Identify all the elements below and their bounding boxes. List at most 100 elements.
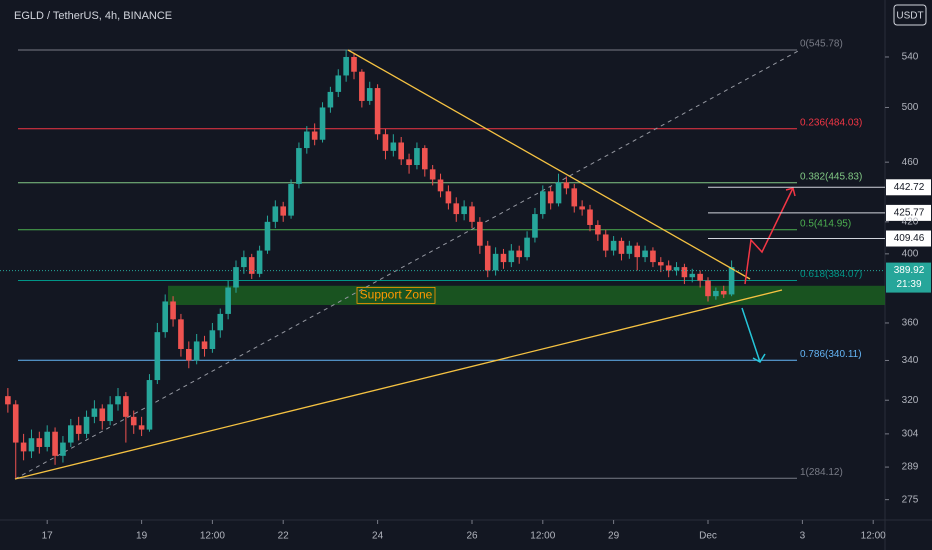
resistance-trend-line: [347, 49, 751, 280]
y-tick-label: 460: [902, 157, 919, 168]
candle-body: [107, 404, 113, 422]
candle-body: [461, 206, 467, 215]
candle-body: [154, 332, 161, 381]
y-tick-label: 420: [902, 216, 919, 227]
fib-level-label: 0.618(384.07): [800, 269, 862, 280]
candle-body: [83, 416, 90, 434]
candle-body: [516, 250, 522, 258]
candle-body: [618, 240, 625, 254]
candle-body: [91, 408, 98, 417]
fib-level-label: 0.382(445.83): [800, 171, 862, 182]
candle-body: [178, 319, 184, 349]
candle-body: [68, 425, 74, 443]
candle-body: [170, 301, 176, 320]
x-tick-label: 3: [800, 531, 806, 542]
candle-body: [201, 341, 208, 349]
candle-body: [642, 250, 648, 258]
candle-body: [5, 396, 11, 405]
candle-body: [579, 206, 585, 210]
price-marker-label: 442.72: [894, 182, 925, 193]
candle-body: [587, 209, 593, 225]
countdown-label: 21:39: [896, 279, 921, 290]
x-tick-label: 26: [466, 531, 478, 542]
bearish-arrow-head: [752, 353, 766, 364]
candle-body: [28, 438, 35, 452]
candle-body: [44, 431, 50, 447]
price-marker-box: [886, 179, 931, 196]
candle-body: [390, 142, 397, 151]
candle-body: [658, 262, 664, 266]
candle-body: [256, 250, 263, 274]
candle-body: [524, 237, 530, 258]
x-tick-label: 22: [278, 531, 290, 542]
candle-body: [52, 431, 58, 456]
candle-body: [728, 267, 735, 295]
candle-body: [248, 257, 255, 274]
candle-body: [610, 240, 617, 251]
candle-body: [327, 91, 334, 108]
candles-layer: [5, 49, 735, 479]
y-tick-label: 500: [902, 102, 919, 113]
candle-body: [713, 290, 719, 297]
candle-body: [681, 267, 688, 278]
candle-body: [532, 214, 538, 238]
support-zone: [168, 285, 885, 305]
candle-body: [705, 280, 711, 297]
candle-body: [217, 313, 224, 331]
candle-body: [311, 131, 318, 140]
candle-body: [123, 396, 129, 417]
candle-body: [445, 191, 452, 204]
price-marker-box: [886, 230, 931, 247]
fib-level-label: 1(284.12): [800, 467, 843, 478]
candle-body: [382, 134, 389, 151]
candle-body: [398, 142, 404, 160]
candle-body: [697, 273, 703, 281]
candle-body: [304, 131, 310, 149]
candle-body: [75, 425, 82, 434]
candle-body: [650, 250, 656, 263]
y-tick-label: 400: [902, 248, 919, 259]
y-tick-label: 289: [902, 462, 919, 473]
candle-body: [20, 442, 27, 452]
price-markers-layer: 442.72 425.77 409.46 389.92 21:39: [0, 179, 931, 293]
candle-body: [634, 245, 640, 258]
candle-body: [429, 169, 436, 180]
candle-body: [272, 206, 279, 222]
candle-body: [264, 221, 271, 251]
candle-body: [437, 179, 444, 192]
candle-body: [547, 191, 554, 204]
y-tick-label: 540: [902, 52, 919, 63]
price-marker-box: [886, 204, 931, 221]
candle-body: [241, 257, 247, 268]
candle-body: [595, 224, 601, 235]
candle-body: [296, 148, 302, 184]
support-zone-label-box: [356, 286, 436, 304]
bullish-arrow: [744, 187, 794, 285]
candle-body: [130, 416, 137, 426]
support-zone-label: Support Zone: [360, 288, 433, 302]
candle-body: [233, 267, 239, 288]
candle-body: [453, 203, 460, 215]
current-price-label: 389.92: [894, 265, 925, 276]
chart-title: EGLD / TetherUS, 4h, BINANCE: [14, 10, 172, 22]
y-tick-label: 304: [902, 429, 919, 440]
y-tick-label: 275: [902, 494, 919, 505]
candle-body: [343, 56, 349, 76]
price-marker-label: 409.46: [894, 233, 925, 244]
support-trend-line: [14, 289, 783, 480]
candle-body: [146, 380, 153, 430]
x-tick-label: 19: [136, 531, 148, 542]
current-price-box: [886, 262, 931, 293]
candle-body: [540, 191, 546, 215]
candle-body: [626, 245, 633, 254]
candle-body: [414, 148, 420, 166]
candle-body: [335, 75, 342, 92]
candle-body: [374, 88, 381, 135]
fib-layer: 0(545.78) 0.236(484.03) 0.382(445.83) 0.5(4…: [18, 39, 862, 479]
candle-body: [689, 273, 696, 278]
support-zone-layer: Support Zone: [168, 285, 885, 305]
currency-box[interactable]: [893, 4, 927, 26]
candle-body: [602, 234, 609, 251]
